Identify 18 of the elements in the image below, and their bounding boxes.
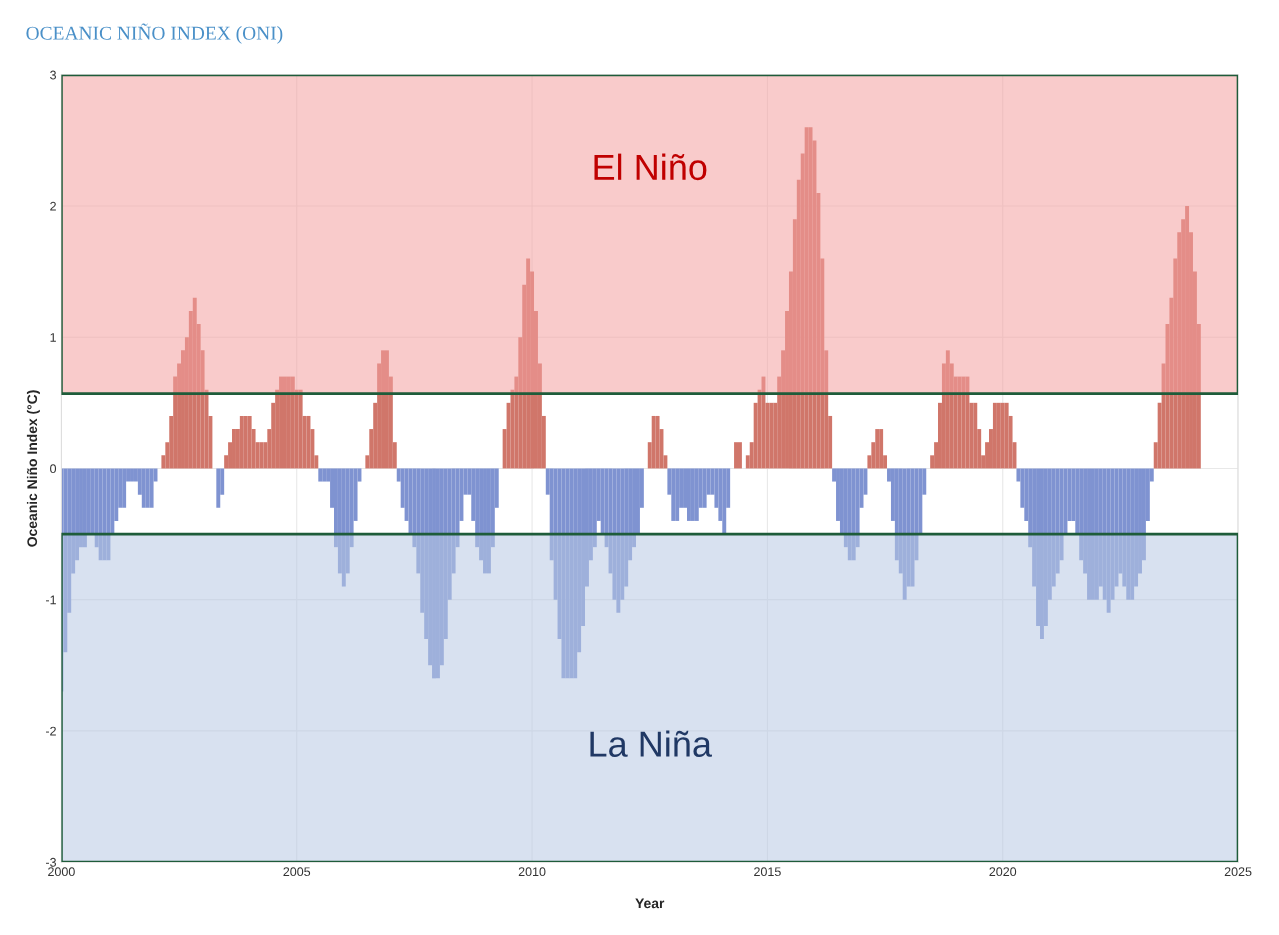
x-tick-label: 2015 [754,867,781,877]
band-label: La Niña [590,730,712,757]
x-tick-label: 2020 [989,867,1017,877]
x-tick-label: 2025 [1224,867,1252,877]
y-tick-label: -2 [45,726,56,736]
y-tick-label: -1 [45,595,56,605]
x-tick-label: 2000 [48,867,75,877]
y-tick-label: 2 [50,201,56,211]
y-axis-title: Oceanic Niño Index (°C) [26,390,40,547]
chart-title: OCEANIC NIÑO INDEX (ONI) [26,23,283,44]
y-tick-label: 3 [50,70,56,80]
x-axis-title: Year [635,898,665,909]
y-tick-label: 0 [50,464,57,474]
y-tick-label: 1 [50,333,56,342]
y-tick-label: -3 [45,857,56,867]
x-tick-label: 2010 [518,867,546,877]
x-tick-label: 2005 [283,867,311,877]
band-label: El Niño [594,153,707,181]
